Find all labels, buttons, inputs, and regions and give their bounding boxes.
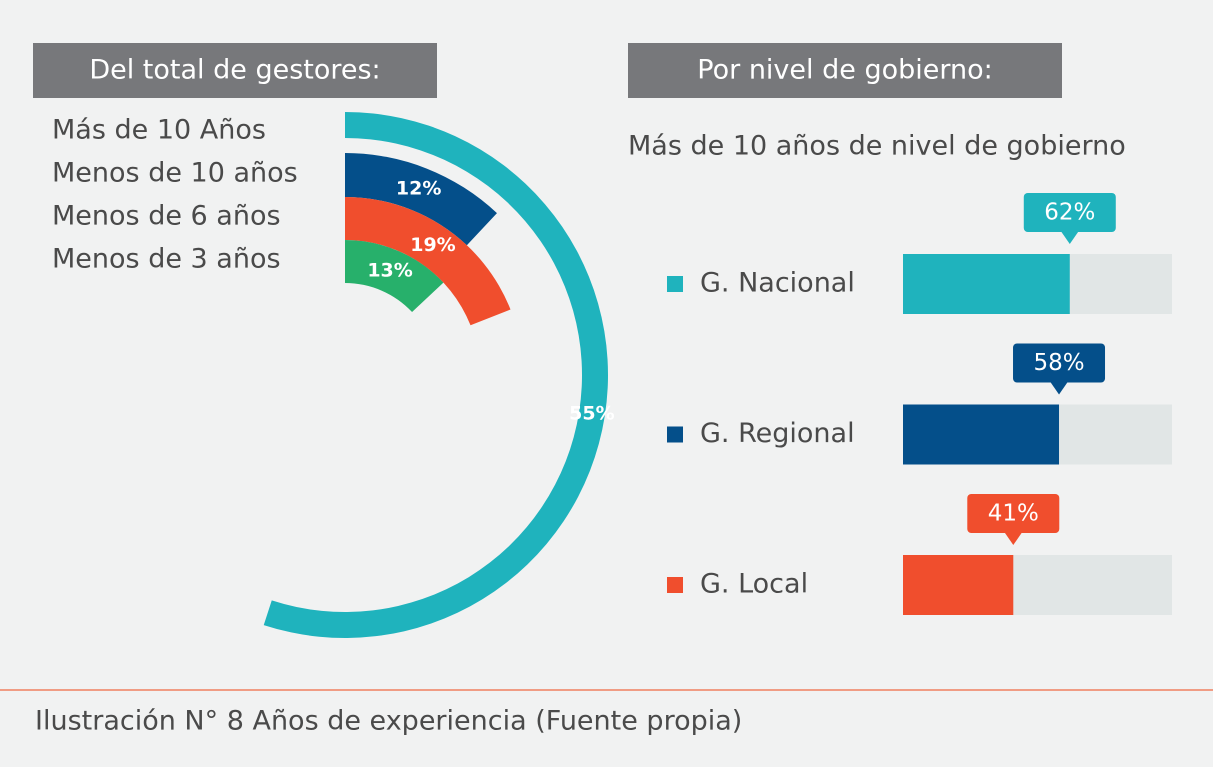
subtitle: Más de 10 años de nivel de gobierno <box>628 131 1126 162</box>
caption: Ilustración N° 8 Años de experiencia (Fu… <box>35 706 742 737</box>
bar <box>903 555 1014 615</box>
value-label: 12% <box>396 178 441 200</box>
legend-swatch <box>667 426 683 443</box>
value-label: 13% <box>367 259 412 281</box>
callout <box>1023 193 1116 232</box>
arc-bar <box>345 197 511 326</box>
legend-label: Menos de 10 años <box>52 158 298 189</box>
header-box <box>628 43 1062 98</box>
arc-bar <box>345 240 444 313</box>
arc-bar <box>345 153 497 246</box>
value-label: 19% <box>410 234 455 256</box>
value-label: 62% <box>1044 200 1095 226</box>
value-label: 41% <box>988 501 1039 527</box>
value-label: 58% <box>1033 350 1084 376</box>
legend-label: G. Local <box>700 569 808 600</box>
callout-pointer <box>1060 231 1079 244</box>
header-title: Del total de gestores: <box>89 55 380 86</box>
bar <box>903 254 1070 314</box>
legend-swatch <box>667 577 683 593</box>
callout-pointer <box>1004 532 1023 545</box>
value-label: 55% <box>569 403 614 425</box>
legend-label: Más de 10 Años <box>52 115 266 146</box>
header-title: Por nivel de gobierno: <box>697 55 992 86</box>
callout <box>967 494 1060 533</box>
bar <box>903 404 1060 465</box>
header-box <box>33 43 437 98</box>
legend-label: G. Regional <box>700 418 855 449</box>
legend-label: Menos de 6 años <box>52 201 281 232</box>
legend-label: G. Nacional <box>700 268 855 299</box>
callout-pointer <box>1050 381 1069 395</box>
callout <box>1013 343 1106 383</box>
legend-label: Menos de 3 años <box>52 244 281 275</box>
legend-swatch <box>667 276 683 292</box>
